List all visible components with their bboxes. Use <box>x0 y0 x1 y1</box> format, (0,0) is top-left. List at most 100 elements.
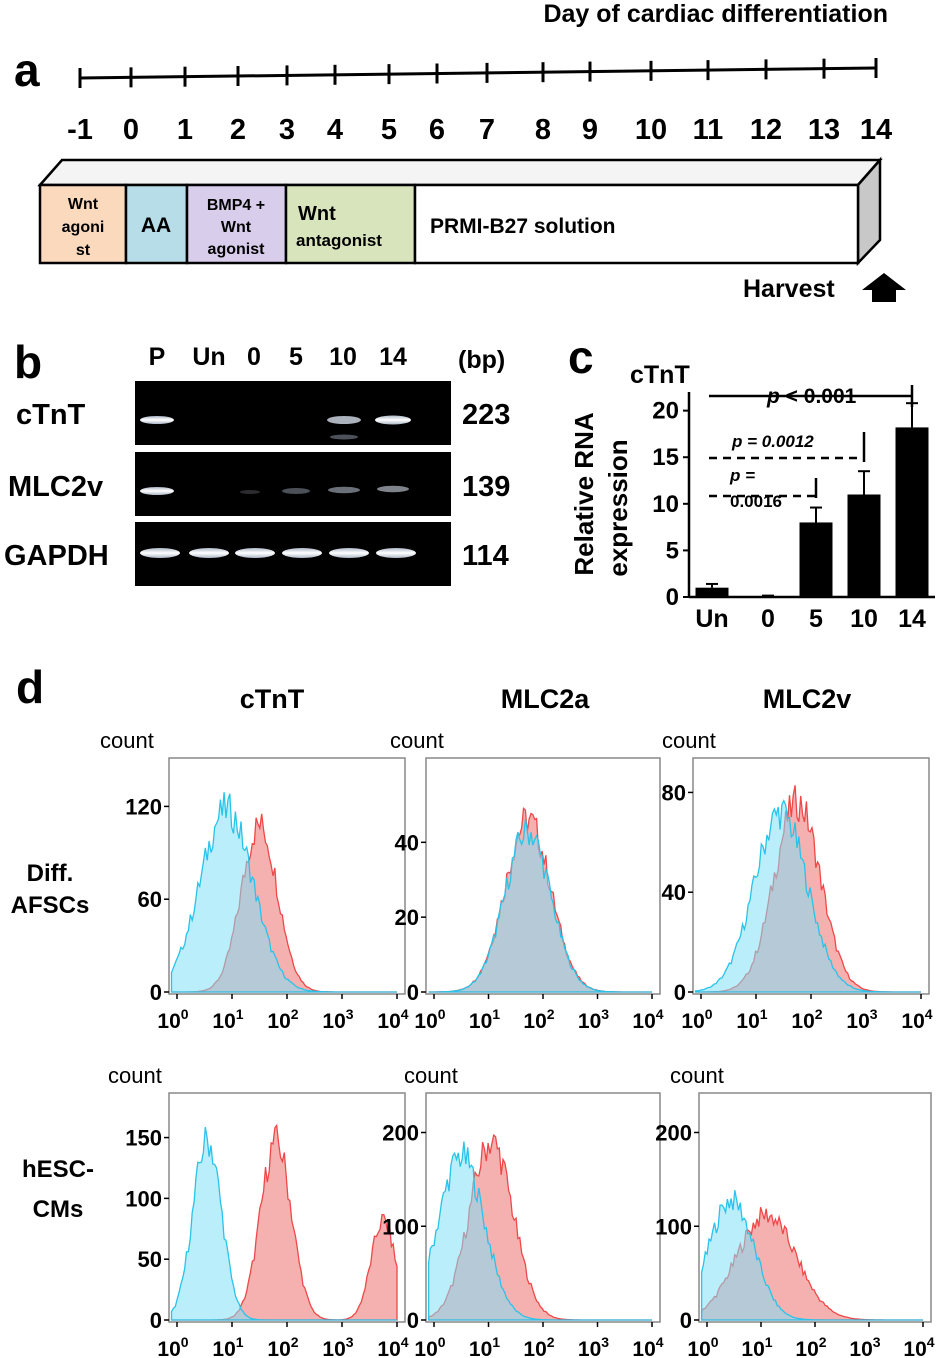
sig-label-14-p: p <box>766 385 780 408</box>
histogram-control-series <box>170 1126 397 1321</box>
histogram-xtick-label: 102 <box>791 1006 822 1033</box>
row-label-afsc-1: Diff. <box>27 860 74 887</box>
xtick-exponent: 3 <box>601 1006 609 1022</box>
band-ctnt-10-lower <box>330 434 358 440</box>
bp-label: (bp) <box>458 346 505 374</box>
lane-label: 0 <box>247 343 261 371</box>
xtick-exponent: 0 <box>181 1334 189 1350</box>
histogram-xtick-label: 101 <box>212 1006 243 1033</box>
panel-c-letter: c <box>568 331 594 383</box>
xtick-exponent: 1 <box>236 1006 244 1022</box>
xtick-exponent: 4 <box>656 1334 664 1350</box>
xtick-base: 10 <box>377 1010 400 1033</box>
histogram-xtick-label: 102 <box>523 1334 554 1358</box>
chart-c-bar-5 <box>799 522 833 597</box>
histogram-xtick-label: 104 <box>377 1006 408 1033</box>
xtick-base: 10 <box>157 1010 180 1033</box>
day-label: 14 <box>860 114 892 146</box>
xtick-exponent: 1 <box>492 1006 500 1022</box>
stage-bmp4-wnt-agonist <box>185 183 288 265</box>
xtick-exponent: 3 <box>346 1334 354 1350</box>
histogram-xtick-label: 101 <box>736 1006 767 1033</box>
xtick-base: 10 <box>903 1338 926 1358</box>
stage-wnt-agonist <box>38 183 128 265</box>
stage-wnt-antagonist <box>284 183 417 265</box>
panel-a: a Day of cardiac differentiation -1 0 1 2 3 4… <box>14 0 906 303</box>
panel-b-letter: b <box>14 336 42 388</box>
xtick-base: 10 <box>157 1338 180 1358</box>
histogram-count-label: count <box>108 1063 162 1088</box>
histogram-xtick-label: 104 <box>632 1334 663 1358</box>
xtick-base: 10 <box>681 1010 704 1033</box>
chart-c-xtick-label: Un <box>695 605 728 633</box>
stage-3-text-2: antagonist <box>296 231 382 250</box>
xtick-exponent: 2 <box>815 1006 823 1022</box>
xtick-base: 10 <box>849 1338 872 1358</box>
sig-label-5-line1: p = <box>729 466 755 485</box>
histogram-count-label: count <box>404 1063 458 1088</box>
xtick-base: 10 <box>267 1338 290 1358</box>
day-label: 11 <box>693 114 724 146</box>
gene-gapdh: GAPDH <box>4 540 109 572</box>
band-ctnt-14 <box>375 415 411 425</box>
xtick-exponent: 0 <box>711 1334 719 1350</box>
histogram-ytick-label: 120 <box>125 794 162 819</box>
lane-label: 10 <box>329 343 357 371</box>
chart-c-bar-14 <box>895 427 929 597</box>
gel-ctnt <box>135 381 451 445</box>
histogram-ytick-label: 0 <box>150 1308 162 1333</box>
xtick-exponent: 4 <box>401 1006 409 1022</box>
histogram-xtick-label: 101 <box>212 1334 243 1358</box>
day-label: 0 <box>123 114 139 146</box>
histogram-control-series <box>700 1190 923 1321</box>
histogram-xtick-label: 102 <box>267 1006 298 1033</box>
xtick-base: 10 <box>523 1010 546 1033</box>
day-label: -1 <box>67 114 93 146</box>
band-mlc2v-0 <box>240 490 260 494</box>
col-title-mlc2v: MLC2v <box>763 684 852 714</box>
gel-lane-labels: P Un 0 5 10 14 <box>149 343 407 371</box>
stage-prmi-b27 <box>413 183 860 265</box>
histogram-ytick-label: 150 <box>125 1126 162 1151</box>
chart-c-ylabel-line2: expression <box>603 439 633 576</box>
timeline-axis <box>79 66 877 80</box>
xtick-base: 10 <box>377 1338 400 1358</box>
xtick-base: 10 <box>687 1338 710 1358</box>
chart-c-ytick-label: 5 <box>666 537 679 564</box>
stage-bar-top <box>37 158 883 187</box>
chart-c-xtick-label: 5 <box>809 605 823 633</box>
day-label: 3 <box>279 114 295 146</box>
stage-2-text-3: agonist <box>208 241 266 258</box>
row-label-hesc-2: CMs <box>33 1196 84 1223</box>
xtick-base: 10 <box>469 1010 492 1033</box>
chart-c-ytick-label: 0 <box>666 584 679 611</box>
xtick-base: 10 <box>414 1338 437 1358</box>
xtick-base: 10 <box>741 1338 764 1358</box>
histogram-xtick-label: 100 <box>687 1334 718 1358</box>
gene-mlc2v: MLC2v <box>8 471 103 503</box>
chart-c-ytick-label: 20 <box>652 398 679 425</box>
xtick-exponent: 4 <box>925 1006 933 1022</box>
stage-0-text-2: agoni <box>62 219 105 236</box>
xtick-exponent: 3 <box>346 1006 354 1022</box>
panel-d: d cTnT MLC2a MLC2v Diff. AFSCs hESC- CMs… <box>11 661 935 1358</box>
xtick-base: 10 <box>523 1338 546 1358</box>
xtick-exponent: 1 <box>492 1334 500 1350</box>
sig-label-10: p = 0.0012 <box>731 432 814 451</box>
day-label: 10 <box>635 114 667 146</box>
band-ctnt-p <box>140 416 174 424</box>
stage-2-text-2: Wnt <box>221 219 252 236</box>
xtick-exponent: 3 <box>870 1006 878 1022</box>
xtick-base: 10 <box>322 1010 345 1033</box>
stage-aa <box>124 183 189 265</box>
xtick-base: 10 <box>322 1338 345 1358</box>
histogram-count-label: count <box>670 1063 724 1088</box>
bp-gapdh: 114 <box>462 540 509 572</box>
day-label: 4 <box>327 114 343 146</box>
stage-bar: Wnt agoni st AA BMP4 + Wnt agonist Wnt a… <box>37 156 883 267</box>
xtick-exponent: 2 <box>291 1006 299 1022</box>
histogram-xtick-label: 104 <box>632 1006 663 1033</box>
